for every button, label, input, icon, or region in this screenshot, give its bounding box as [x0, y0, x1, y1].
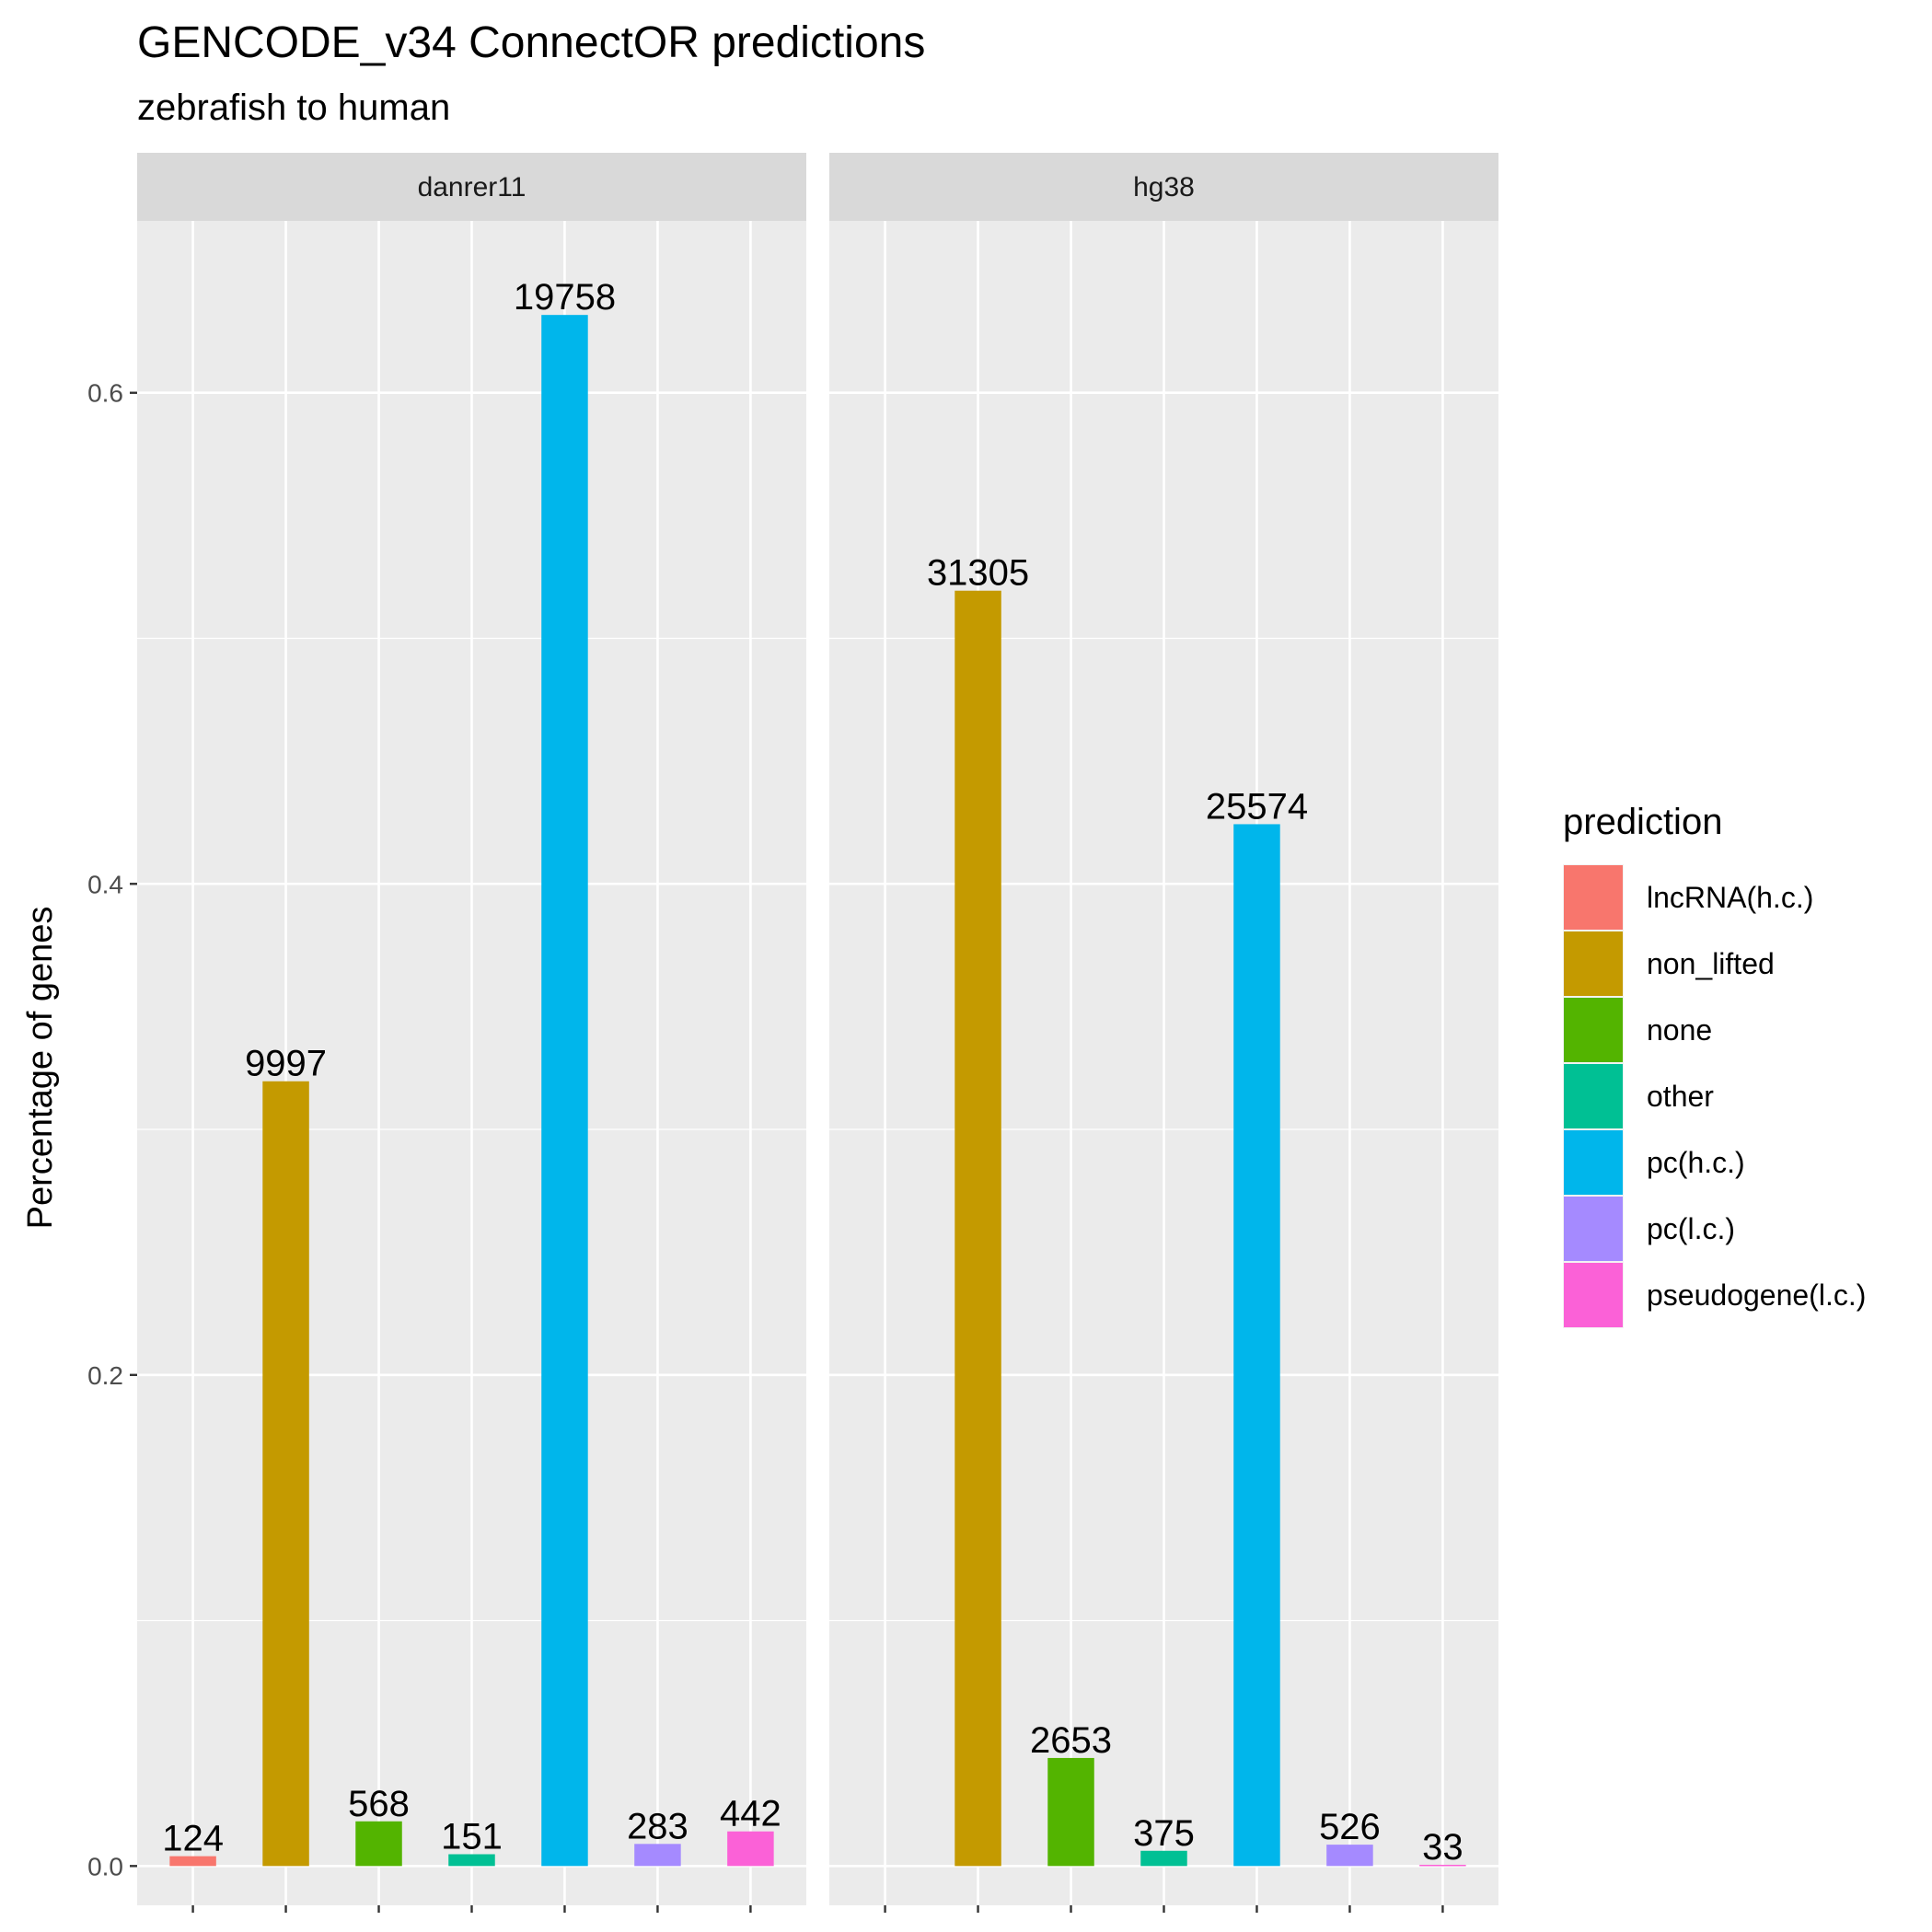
- data-label: 375: [1133, 1813, 1195, 1854]
- data-label: 151: [441, 1817, 503, 1857]
- data-label: 283: [627, 1806, 688, 1846]
- legend-key-other: [1564, 1064, 1623, 1128]
- legend-key-pc(h.c.): [1564, 1130, 1623, 1195]
- y-tick-label: 0.2: [87, 1361, 123, 1390]
- facet-strip: [137, 153, 806, 221]
- data-label: 124: [162, 1819, 224, 1859]
- bar-other: [1140, 1850, 1187, 1867]
- legend-key-non_lifted: [1564, 931, 1623, 996]
- legend-key-pc(l.c.): [1564, 1197, 1623, 1261]
- legend-label: pseudogene(l.c.): [1647, 1278, 1866, 1312]
- data-label: 9997: [245, 1044, 327, 1084]
- bar-other: [448, 1854, 495, 1867]
- facet-panels: danrer11 124 9997 568 151 19758 283 442 hg38 3130…: [137, 153, 1498, 1905]
- bar-non_lifted: [954, 590, 1001, 1867]
- data-label: 31305: [927, 553, 1029, 594]
- data-label: 25574: [1206, 786, 1308, 827]
- legend-key-none: [1564, 998, 1623, 1062]
- legend-label: pc(h.c.): [1647, 1146, 1745, 1179]
- bar-pseudogene(l.c.): [1419, 1864, 1466, 1867]
- bar-pc(h.c.): [541, 315, 588, 1867]
- chart-subtitle: zebrafish to human: [137, 87, 450, 128]
- legend-label: none: [1647, 1013, 1712, 1047]
- legend-title: prediction: [1563, 802, 1722, 842]
- legend-label: pc(l.c.): [1647, 1212, 1735, 1245]
- data-label: 19758: [514, 277, 616, 318]
- facet-strip-label: hg38: [1133, 172, 1195, 202]
- bar-non_lifted: [262, 1081, 309, 1867]
- bar-none: [1047, 1757, 1094, 1867]
- facet-strip-label: danrer11: [418, 172, 526, 202]
- y-tick-label: 0.4: [87, 870, 123, 898]
- bar-pseudogene(l.c.): [727, 1831, 774, 1867]
- bar-none: [355, 1821, 402, 1867]
- facet-hg38: hg38 31305 2653 375 25574 526 33: [829, 153, 1498, 1905]
- facet-strip: [829, 153, 1498, 221]
- y-tick-label: 0.0: [87, 1852, 123, 1880]
- chart-title: GENCODE_v34 ConnectOR predictions: [137, 18, 925, 67]
- data-label: 568: [348, 1784, 410, 1824]
- data-label: 2653: [1030, 1720, 1112, 1761]
- y-axis: 0.0 0.2 0.4 0.6: [87, 379, 1444, 1913]
- legend-label: other: [1647, 1080, 1714, 1113]
- bar-pc(l.c.): [1326, 1845, 1373, 1867]
- bar-lncRNA(h.c.): [169, 1856, 216, 1867]
- legend-key-lncRNA(h.c.): [1564, 865, 1623, 930]
- y-tick-label: 0.6: [87, 379, 123, 408]
- bar-pc(l.c.): [634, 1844, 681, 1867]
- data-label: 526: [1319, 1807, 1381, 1847]
- legend-label: lncRNA(h.c.): [1647, 881, 1813, 914]
- bar-pc(h.c.): [1233, 824, 1280, 1867]
- data-label: 442: [720, 1794, 781, 1834]
- y-axis-title: Percentage of genes: [21, 907, 60, 1230]
- facet-danrer11: danrer11 124 9997 568 151 19758 283 442: [137, 153, 806, 1905]
- legend-key-pseudogene(l.c.): [1564, 1263, 1623, 1327]
- data-label: 33: [1422, 1827, 1463, 1868]
- legend-label: non_lifted: [1647, 947, 1775, 980]
